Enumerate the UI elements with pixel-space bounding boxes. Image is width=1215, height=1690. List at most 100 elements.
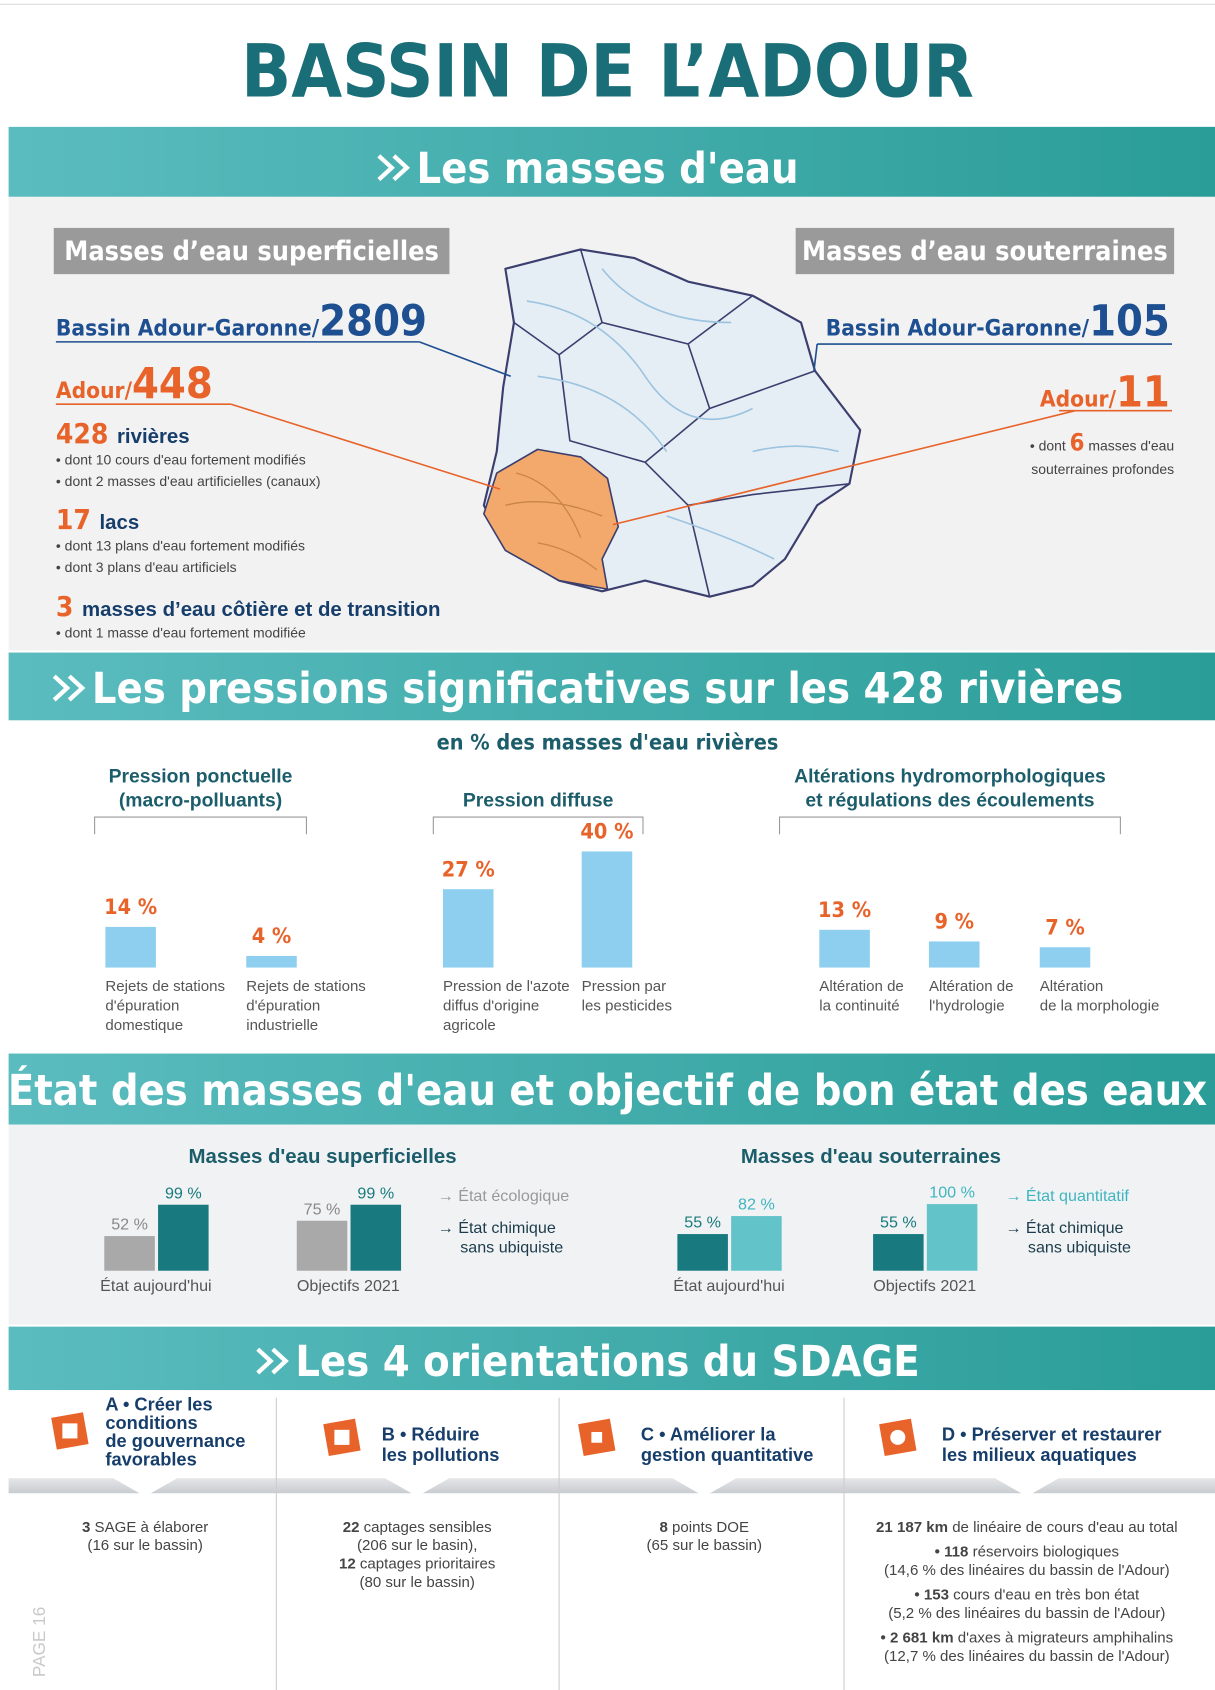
column-title: B • Réduire (382, 1424, 480, 1445)
group-title: Masses d'eau souterraines (741, 1146, 1001, 1168)
pair-caption: État aujourd'hui (673, 1276, 784, 1295)
section-heading: Les pressions significatives sur les 428… (92, 664, 1123, 714)
bar-caption: Pression de l'azote (443, 978, 570, 995)
bar-caption: agricole (443, 1017, 496, 1034)
section-heading: État des masses d'eau et objectif de bon… (8, 1065, 1207, 1116)
column-body-part: 22 (343, 1519, 360, 1536)
item: 3 masses d’eau côtière et de transition (56, 590, 441, 623)
section-band (8, 1326, 1215, 1391)
bar-caption: Rejets de stations (246, 978, 366, 995)
item-note: • dont 13 plans d'eau fortement modifiés (56, 537, 305, 553)
bar-label: 13 % (818, 898, 871, 923)
column-body-part: (80 sur le bassin) (359, 1574, 474, 1591)
section-heading: Les 4 orientations du SDAGE (295, 1337, 919, 1387)
column-body: • 2 681 km d'axes à migrateurs amphihali… (881, 1630, 1174, 1647)
bar-caption: d'épuration (105, 998, 179, 1015)
ground-note-part: • dont (1030, 437, 1070, 453)
pair-caption: Objectifs 2021 (873, 1277, 976, 1295)
legend-text: → État écologique (438, 1186, 570, 1205)
column-title: les milieux aquatiques (942, 1444, 1137, 1465)
bar (350, 1204, 402, 1271)
column-body: 21 187 km de linéaire de cours d'eau au … (876, 1519, 1178, 1536)
item-part: 428 (56, 417, 108, 450)
column-body: (80 sur le bassin) (359, 1574, 474, 1591)
column-body-part: • 118 (935, 1544, 969, 1561)
bar-caption: l'hydrologie (929, 998, 1005, 1015)
column-body-part: points DOE (668, 1519, 749, 1536)
bar-label: 100 % (929, 1184, 975, 1202)
column-body: • 153 cours d'eau en très bon état (914, 1587, 1140, 1604)
column-body-part: (16 sur le bassin) (87, 1537, 202, 1554)
bar (158, 1204, 209, 1271)
item-note: • dont 10 cours d'eau fortement modifiés (56, 451, 306, 467)
column-body-part: d'axes à migrateurs amphihalins (954, 1630, 1174, 1647)
bracket (432, 816, 644, 835)
column-body-part: cours d'eau en très bon état (949, 1587, 1140, 1604)
column-body-part: (65 sur le bassin) (647, 1537, 762, 1554)
pointers (107, 1474, 1065, 1497)
pair-caption: État aujourd'hui (100, 1276, 211, 1295)
column-body-part: (5,2 % des linéaires du bassin de l'Adou… (888, 1605, 1165, 1622)
pointer (419, 341, 512, 378)
legend-text: → État chimique (438, 1218, 556, 1237)
column-body: (12,7 % des linéaires du bassin de l'Ado… (884, 1648, 1170, 1665)
column-body: 8 points DOE (660, 1519, 750, 1536)
bar-label: 99 % (357, 1184, 394, 1202)
bar-caption: diffus d'origine (443, 998, 539, 1015)
column-body: (14,6 % des linéaires du bassin de l'Ado… (884, 1562, 1170, 1579)
adour-count-part: Adour/ (1040, 386, 1117, 412)
group-title: Pression ponctuelle (109, 766, 293, 788)
column-body-part: 8 (660, 1519, 668, 1536)
basin-count-part: 2809 (319, 296, 427, 346)
ground-note: • dont 6 masses d'eau (1030, 428, 1174, 456)
item-note: • dont 3 plans d'eau artificiels (56, 559, 237, 575)
ground-note: souterraines profondes (1031, 461, 1174, 477)
bar-label: 82 % (738, 1196, 775, 1214)
legend-text: → État chimique (1005, 1218, 1123, 1237)
pointer (230, 403, 501, 490)
bar (819, 929, 870, 968)
basin-count-part: Bassin Adour-Garonne/ (826, 315, 1090, 341)
icon-glyphs (62, 1423, 906, 1445)
bar-caption: industrielle (246, 1017, 318, 1034)
column-body-part: (14,6 % des linéaires du bassin de l'Ado… (884, 1562, 1170, 1579)
legend-text: sans ubiquiste (460, 1238, 563, 1256)
bracket (94, 816, 307, 835)
bar-caption: Altération de (819, 978, 904, 995)
basin-count-part: 105 (1089, 296, 1170, 346)
section-heading: Les masses d'eau (416, 144, 798, 194)
box-label: Masses d’eau superficielles (64, 236, 439, 267)
section-band (8, 652, 1215, 721)
map (482, 248, 862, 598)
column-body-part: captages sensibles (359, 1519, 491, 1536)
adour-count: Adour/11 (1040, 367, 1170, 417)
column-title: gestion quantitative (641, 1444, 814, 1465)
group-title: (macro-polluants) (119, 789, 282, 811)
bar-caption: Altération de (929, 978, 1014, 995)
legend-text: sans ubiquiste (1028, 1238, 1131, 1256)
bar-label: 55 % (880, 1214, 917, 1232)
ground-note-part: 6 (1070, 428, 1085, 456)
column-rules (275, 1397, 845, 1690)
subtitle: en % des masses d'eau rivières (437, 730, 779, 755)
bar-label: 99 % (165, 1184, 202, 1202)
bar (104, 1236, 155, 1271)
item-part: rivières (117, 426, 190, 448)
item: 17 lacs (56, 503, 139, 536)
bar-caption: les pesticides (582, 998, 672, 1015)
bar-label: 40 % (580, 820, 633, 845)
column-title: C • Améliorer la (641, 1424, 776, 1445)
column-body-part: (206 sur le basin), (357, 1537, 477, 1554)
group-title: et régulations des écoulements (805, 789, 1094, 811)
bar-caption: Altération (1040, 978, 1104, 995)
bar-label: 7 % (1045, 915, 1085, 940)
bar-label: 9 % (934, 910, 974, 935)
bracket (778, 816, 1121, 835)
item-part: 3 (56, 590, 74, 623)
label-box (53, 227, 450, 275)
bar (926, 1204, 978, 1271)
section-band (8, 126, 1215, 197)
adour-count-part: 448 (132, 359, 213, 409)
column-body-part: 12 (339, 1556, 356, 1573)
bar-label: 75 % (304, 1200, 341, 1218)
